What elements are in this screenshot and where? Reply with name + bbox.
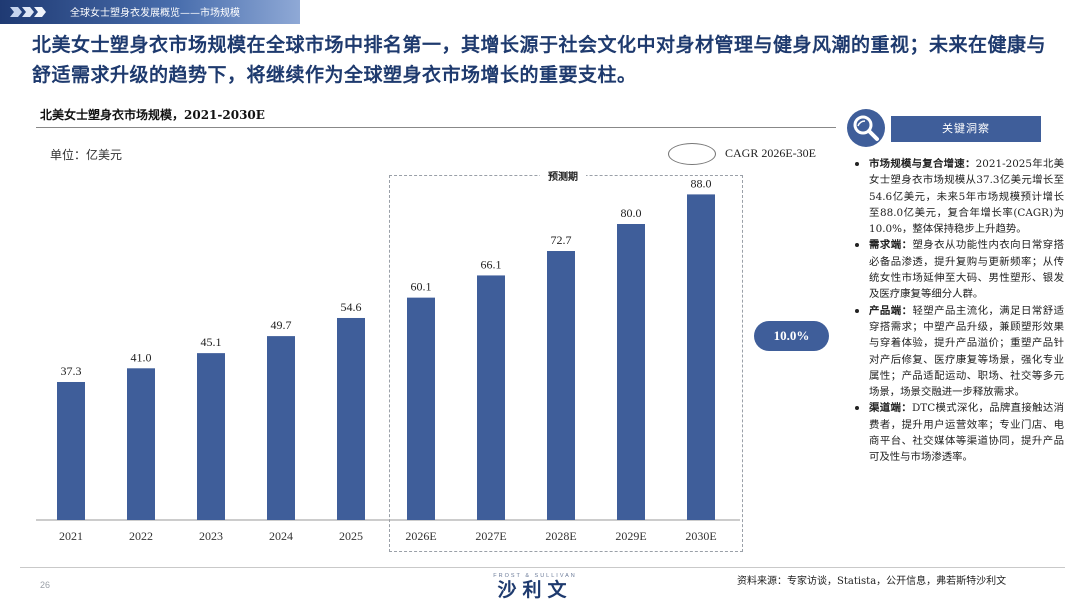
bar-2024 [267, 336, 295, 520]
cagr-legend-oval [668, 143, 716, 165]
chart-title: 北美女士塑身衣市场规模，2021-2030E [40, 108, 265, 122]
data-label-2027E: 66.1 [481, 257, 502, 271]
logo-english: FROST & SULLIVAN [493, 573, 577, 579]
insight-key: 市场规模与复合增速： [869, 158, 976, 170]
page-number: 26 [40, 580, 51, 590]
data-label-2028E: 72.7 [551, 233, 572, 247]
insight-item: 渠道端：DTC模式深化，品牌直接触达消费者，提升用户运营效率；专业门店、电商平台… [849, 400, 1064, 465]
cagr-value-badge: 10.0% [754, 321, 829, 351]
cagr-legend-label: CAGR 2026E-30E [725, 146, 816, 160]
bar-2022 [127, 368, 155, 520]
insight-item: 产品端：轻塑产品主流化，满足日常舒适穿搭需求；中塑产品升级，兼顾塑形效果与穿着体… [849, 303, 1064, 401]
data-label-2023: 45.1 [201, 335, 222, 349]
bar-chart: 37.3 2021 41.0 2022 45.1 2023 49.7 2024 54.6 2025… [36, 176, 740, 543]
data-label-2022: 41.0 [131, 350, 152, 364]
data-label-2024: 49.7 [271, 318, 292, 332]
chevron-decoration-icon [10, 7, 46, 17]
bar-2029E [617, 224, 645, 520]
insight-key: 需求端： [869, 239, 913, 252]
section-banner: 全球女士塑身衣发展概览——市场规模 [0, 0, 300, 24]
insight-text: 轻塑产品主流化，满足日常舒适穿搭需求；中塑产品升级，兼顾塑形效果与穿着体验，提升… [869, 304, 1064, 399]
x-tick-2022: 2022 [129, 529, 153, 543]
insights-header: 关键洞察 [891, 116, 1041, 142]
data-label-2026E: 60.1 [411, 280, 432, 294]
unit-label: 单位：亿美元 [50, 148, 123, 162]
logo-chinese: 沙利文 [497, 579, 573, 601]
bar-2025 [337, 317, 365, 520]
insight-text: 2021-2025年北美女士塑身衣市场规模从37.3亿美元增长至54.6亿美元，… [869, 158, 1065, 236]
x-tick-2023: 2023 [199, 529, 223, 543]
x-tick-2024: 2024 [269, 529, 293, 543]
x-tick-2030E: 2030E [685, 529, 716, 543]
forecast-period-label: 预测期 [540, 168, 586, 183]
insight-text: 塑身衣从功能性内衣向日常穿搭必备品渗透，提升复购与更新频率；从传统女性市场延伸至… [869, 239, 1064, 301]
insight-item: 需求端：塑身衣从功能性内衣向日常穿搭必备品渗透，提升复购与更新频率；从传统女性市… [849, 237, 1064, 302]
bar-2028E [547, 251, 575, 520]
insights-list: 市场规模与复合增速：2021-2025年北美女士塑身衣市场规模从37.3亿美元增… [849, 156, 1064, 466]
x-tick-2026E: 2026E [405, 529, 436, 543]
breadcrumb: 全球女士塑身衣发展概览——市场规模 [70, 8, 240, 19]
frost-sullivan-logo: FROST & SULLIVAN 沙利文 [470, 573, 600, 607]
footer-divider [20, 567, 1065, 568]
insight-key: 产品端： [869, 304, 913, 317]
x-tick-2027E: 2027E [475, 529, 506, 543]
magnifier-search-icon [847, 109, 885, 147]
data-label-2021: 37.3 [61, 364, 82, 378]
x-tick-2029E: 2029E [615, 529, 646, 543]
source-note: 资料来源：专家访谈，Statista，公开信息，弗若斯特沙利文 [737, 576, 1007, 587]
data-label-2025: 54.6 [341, 300, 362, 314]
page-headline: 北美女士塑身衣市场规模在全球市场中排名第一，其增长源于社会文化中对身材管理与健身… [32, 34, 1047, 86]
bar-2026E [407, 297, 435, 520]
title-divider [36, 127, 836, 128]
x-tick-2021: 2021 [59, 529, 83, 543]
bar-2023 [197, 353, 225, 520]
data-label-2030E: 88.0 [691, 176, 712, 190]
x-tick-2028E: 2028E [545, 529, 576, 543]
bar-2021 [57, 381, 85, 520]
insight-text: DTC模式深化，品牌直接触达消费者，提升用户运营效率；专业门店、电商平台、社交媒… [869, 402, 1064, 464]
insight-key: 渠道端： [869, 402, 912, 415]
bar-2030E [687, 194, 715, 520]
insight-item: 市场规模与复合增速：2021-2025年北美女士塑身衣市场规模从37.3亿美元增… [849, 156, 1064, 237]
x-tick-2025: 2025 [339, 529, 363, 543]
bar-2027E [477, 275, 505, 520]
data-label-2029E: 80.0 [621, 206, 642, 220]
